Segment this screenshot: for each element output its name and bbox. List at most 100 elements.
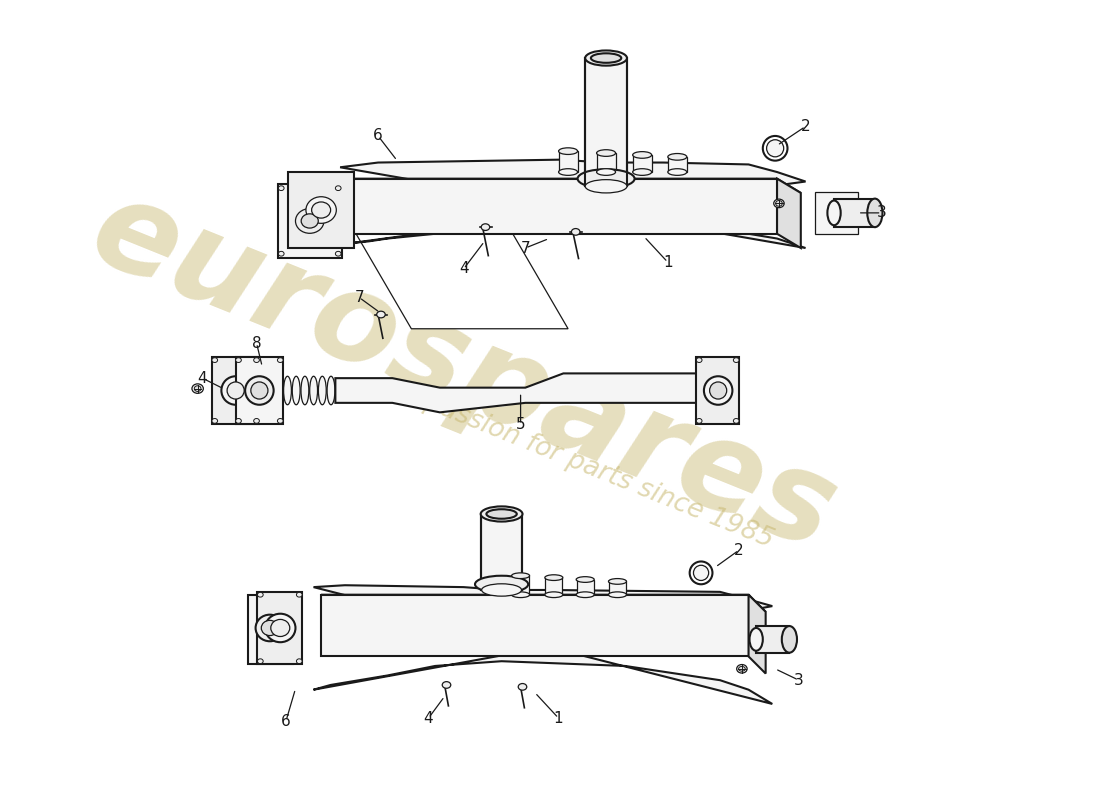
Polygon shape [777, 178, 801, 248]
Polygon shape [749, 594, 766, 674]
Ellipse shape [596, 169, 616, 175]
Ellipse shape [327, 376, 334, 405]
Ellipse shape [254, 358, 260, 362]
Ellipse shape [591, 54, 622, 63]
Ellipse shape [235, 418, 241, 423]
Ellipse shape [284, 376, 292, 405]
Ellipse shape [336, 186, 341, 190]
Text: 7: 7 [354, 290, 364, 305]
Ellipse shape [749, 628, 762, 650]
Polygon shape [278, 184, 342, 258]
Polygon shape [481, 514, 522, 590]
Ellipse shape [518, 683, 527, 690]
Ellipse shape [221, 376, 250, 405]
Text: 4: 4 [459, 262, 469, 277]
Ellipse shape [632, 169, 651, 175]
Ellipse shape [693, 566, 708, 581]
Polygon shape [257, 592, 303, 664]
Ellipse shape [336, 251, 341, 256]
Ellipse shape [668, 169, 686, 175]
Text: 6: 6 [373, 129, 383, 143]
Ellipse shape [867, 198, 882, 227]
Text: 3: 3 [794, 673, 804, 688]
Polygon shape [350, 178, 801, 193]
Ellipse shape [696, 358, 702, 362]
Ellipse shape [254, 418, 260, 423]
Ellipse shape [608, 578, 627, 584]
Text: 8: 8 [252, 335, 262, 350]
Ellipse shape [734, 358, 739, 362]
Ellipse shape [482, 584, 521, 596]
Ellipse shape [245, 376, 274, 405]
Ellipse shape [318, 376, 327, 405]
Ellipse shape [376, 311, 385, 318]
Ellipse shape [310, 376, 318, 405]
Polygon shape [756, 626, 790, 653]
Polygon shape [321, 594, 766, 612]
Polygon shape [248, 594, 293, 664]
Polygon shape [340, 160, 805, 248]
Ellipse shape [311, 202, 331, 218]
Polygon shape [815, 192, 858, 234]
Ellipse shape [191, 384, 204, 394]
Ellipse shape [576, 592, 594, 598]
Text: 2: 2 [734, 542, 744, 558]
Ellipse shape [278, 251, 284, 256]
Ellipse shape [271, 619, 289, 637]
Ellipse shape [585, 50, 627, 66]
Ellipse shape [235, 358, 241, 362]
Text: 4: 4 [198, 370, 207, 386]
Polygon shape [288, 172, 354, 248]
Polygon shape [546, 578, 562, 594]
Polygon shape [512, 576, 529, 594]
Polygon shape [235, 358, 283, 424]
Polygon shape [668, 157, 686, 172]
Polygon shape [609, 582, 626, 594]
Ellipse shape [544, 592, 563, 598]
Ellipse shape [571, 229, 580, 235]
Ellipse shape [776, 201, 782, 206]
Ellipse shape [585, 180, 627, 193]
Ellipse shape [277, 418, 283, 423]
Ellipse shape [481, 224, 490, 230]
Ellipse shape [559, 169, 578, 175]
Text: 7: 7 [520, 241, 530, 255]
Text: eurospares: eurospares [75, 167, 852, 576]
Polygon shape [336, 374, 696, 412]
Ellipse shape [578, 169, 635, 188]
Ellipse shape [767, 140, 783, 157]
Ellipse shape [486, 510, 517, 518]
Polygon shape [314, 586, 772, 704]
Text: 1: 1 [553, 710, 563, 726]
Polygon shape [585, 58, 627, 186]
Polygon shape [350, 178, 777, 234]
Ellipse shape [762, 136, 788, 161]
Ellipse shape [710, 382, 727, 399]
Polygon shape [321, 594, 749, 657]
Ellipse shape [296, 209, 324, 234]
Ellipse shape [195, 386, 201, 391]
Ellipse shape [576, 577, 594, 582]
Ellipse shape [262, 620, 278, 635]
Ellipse shape [293, 376, 300, 405]
Ellipse shape [255, 614, 284, 642]
Ellipse shape [827, 201, 840, 226]
Ellipse shape [481, 506, 522, 522]
Ellipse shape [442, 682, 451, 688]
Ellipse shape [544, 574, 563, 581]
Ellipse shape [265, 614, 296, 642]
Ellipse shape [738, 666, 745, 671]
Ellipse shape [782, 626, 797, 653]
Ellipse shape [257, 659, 263, 663]
Ellipse shape [690, 562, 713, 584]
Text: 6: 6 [282, 714, 290, 729]
Ellipse shape [301, 376, 309, 405]
Ellipse shape [559, 148, 578, 154]
Polygon shape [596, 153, 616, 172]
Polygon shape [576, 579, 594, 594]
Ellipse shape [734, 418, 739, 423]
Ellipse shape [512, 573, 529, 578]
Polygon shape [559, 151, 578, 172]
Ellipse shape [596, 150, 616, 156]
Ellipse shape [737, 665, 747, 673]
